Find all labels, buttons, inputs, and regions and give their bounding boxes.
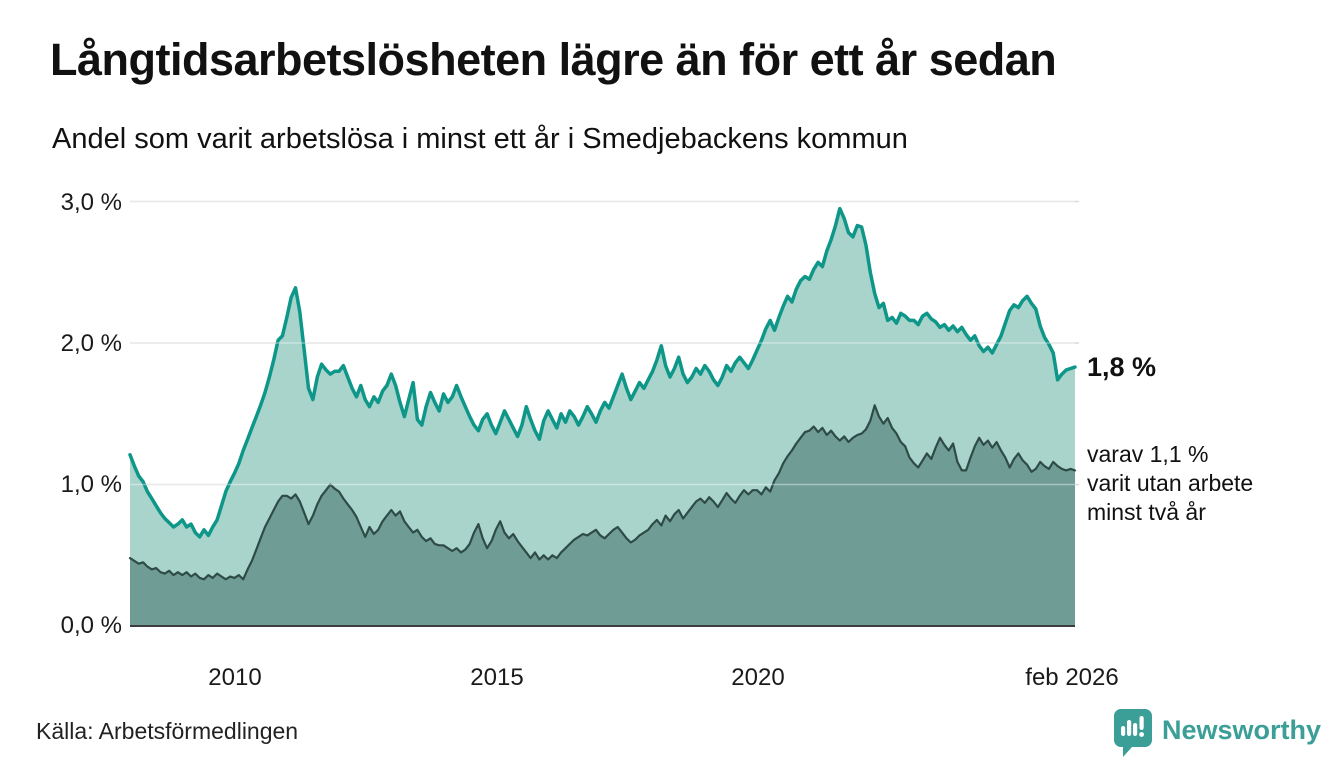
logo-bar-short (1121, 726, 1126, 736)
secondary-value-label: varav 1,1 % varit utan arbete minst två … (1087, 441, 1254, 525)
logo-exclamation-dot (1139, 732, 1144, 737)
latest-value-label: 1,8 % (1087, 352, 1157, 382)
logo-bar-tall (1127, 720, 1132, 736)
page-subtitle: Andel som varit arbetslösa i minst ett å… (52, 123, 908, 155)
area-series-1 (130, 405, 1075, 626)
x-axis-tick-2015: 2015 (470, 664, 524, 691)
source-note: Källa: Arbetsförmedlingen (36, 718, 299, 744)
y-axis-tick-0: 0,0 % (60, 612, 122, 639)
line-series-1 (128, 404, 1077, 581)
newsworthy-wordmark: Newsworthy (1162, 715, 1322, 745)
x-axis-tick-feb-2026: feb 2026 (1025, 664, 1119, 691)
newsworthy-chart-bubble-icon (1114, 709, 1152, 757)
logo-bar-mid (1133, 723, 1138, 736)
y-axis-tick-3: 3,0 % (60, 189, 122, 216)
x-axis-tick-2010: 2010 (208, 664, 262, 691)
x-axis-tick-2020: 2020 (731, 664, 785, 691)
newsworthy-logo: Newsworthy (1112, 708, 1321, 758)
page-title: Långtidsarbetslösheten lägre än för ett … (50, 34, 1057, 85)
y-axis-tick-2: 2,0 % (60, 330, 122, 357)
y-axis-tick-1: 1,0 % (60, 471, 122, 498)
line-series-0 (128, 206, 1077, 539)
logo-exclamation-bar (1139, 716, 1144, 730)
